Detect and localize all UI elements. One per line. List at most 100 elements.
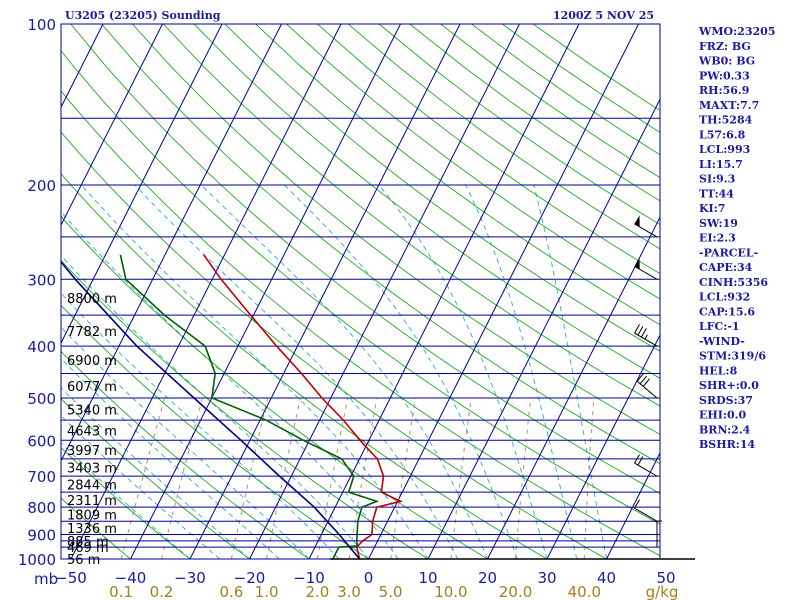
height-label: 2844 m — [67, 478, 117, 493]
wind-barb — [634, 454, 658, 477]
temperature-tick-label: −10 — [293, 569, 325, 587]
height-label: 469 m — [67, 541, 109, 556]
isotherm-line — [189, 24, 461, 559]
wind-barb — [634, 257, 658, 280]
height-label: 6077 m — [67, 380, 117, 395]
pressure-tick-labels: 100 200 300 400 500 600 700 800 900 1000 — [18, 16, 56, 569]
isotherm-line — [487, 216, 660, 559]
mixing-ratio-label: 0.6 — [219, 583, 243, 600]
height-label: 885 m — [67, 535, 109, 550]
mixing-ratio-unit-label: g/kg — [646, 583, 679, 600]
pressure-tick-label: 500 — [27, 390, 56, 408]
mixing-ratio-label: 3.0 — [337, 583, 361, 600]
index-item: CAPE:34 — [699, 261, 753, 274]
temperature-tick-label: −40 — [115, 569, 147, 587]
isotherm-line — [70, 24, 342, 559]
wind-barb-staff — [634, 507, 658, 522]
mixing-ratio-label: 20.0 — [499, 583, 532, 600]
mixing-ratio-label: 10.0 — [434, 583, 467, 600]
temperature-tick-label: 0 — [364, 569, 374, 587]
moist-adiabat-line — [61, 357, 280, 559]
pressure-tick-label: 400 — [27, 338, 56, 356]
pressure-tick-label: 1000 — [18, 551, 56, 569]
mixing-ratio-labels: 0.1 0.2 0.6 1.0 2.0 3.0 5.0 10.0 20.0 40.0 — [109, 583, 601, 600]
wind-barb-flag — [637, 456, 644, 466]
index-item: L57:6.8 — [699, 128, 746, 141]
height-label: 56 m — [67, 553, 100, 568]
temperature-tick-label: −20 — [234, 569, 266, 587]
mixing-ratio-line — [120, 397, 166, 559]
index-item: HEL:8 — [699, 364, 738, 377]
moist-adiabat-line — [378, 184, 548, 559]
height-label: 3403 m — [67, 462, 117, 477]
index-item: CINH:5356 — [699, 276, 768, 289]
height-label: 1809 m — [67, 508, 117, 523]
index-item: SI:9.3 — [699, 173, 735, 186]
index-item: MAXT:7.7 — [699, 99, 759, 112]
wind-barb-flag — [634, 454, 640, 464]
wind-barb-pennant — [634, 215, 640, 227]
index-item: BRN:2.4 — [699, 423, 751, 436]
index-item: TH:5284 — [699, 114, 753, 127]
temperature-tick-label: −30 — [174, 569, 206, 587]
index-item: CAP:15.6 — [699, 305, 755, 318]
chart-title: U3205 (23205) Sounding — [65, 9, 221, 22]
wind-barb-flag — [640, 328, 647, 338]
height-label: 3997 m — [67, 444, 117, 459]
parcel-profile-line — [61, 260, 361, 559]
index-item: KI:7 — [699, 202, 725, 215]
isotherm-line — [427, 98, 660, 559]
isotherms — [61, 24, 660, 559]
index-item: SHR+:0.0 — [699, 379, 759, 392]
mixing-ratio-line — [316, 397, 349, 559]
index-item: BSHR:14 — [699, 438, 755, 451]
index-item: -WIND- — [699, 335, 745, 348]
mixing-ratio-label: 40.0 — [568, 583, 601, 600]
mixing-ratio-line — [230, 397, 269, 559]
mixing-ratio-label: 0.2 — [150, 583, 174, 600]
wind-barb-flag — [637, 326, 644, 336]
index-item: SRDS:37 — [699, 394, 753, 407]
index-item: WB0: BG — [698, 55, 755, 68]
wind-barb — [634, 215, 658, 238]
isotherm-line — [546, 333, 660, 559]
index-item: RH:56.9 — [699, 84, 749, 97]
pressure-unit-label: mb — [34, 570, 58, 588]
wind-barbs — [634, 215, 662, 548]
temperature-tick-label: 10 — [418, 569, 437, 587]
wind-barb — [634, 499, 658, 522]
temperature-profile-line — [203, 254, 403, 559]
wind-barb-flag — [639, 375, 647, 385]
index-item: EI:2.3 — [699, 232, 736, 245]
temperature-tick-labels: −50 −40 −30 −20 −10 0 10 20 30 40 50 — [55, 569, 675, 587]
index-item: WMO:23205 — [698, 25, 775, 38]
chart-date: 1200Z 5 NOV 25 — [553, 9, 654, 22]
profile-series — [61, 254, 403, 559]
mixing-ratio-label: 2.0 — [305, 583, 329, 600]
index-item: EHI:0.0 — [699, 409, 746, 422]
moist-adiabat-line — [201, 184, 488, 559]
height-label: 8800 m — [67, 292, 117, 307]
temperature-tick-label: 40 — [597, 569, 616, 587]
isotherm-line — [130, 24, 401, 559]
wind-barb-flag — [642, 378, 650, 387]
temperature-tick-label: 50 — [656, 569, 675, 587]
height-label: 4643 m — [67, 424, 117, 439]
plot-background — [61, 24, 660, 559]
wind-barb-staff — [634, 265, 658, 280]
index-item: LCL:932 — [699, 291, 750, 304]
pressure-tick-label: 600 — [27, 432, 56, 450]
mixing-ratio-line — [348, 397, 378, 559]
height-label: 6900 m — [67, 354, 117, 369]
isotherm-line — [368, 24, 639, 559]
pressure-tick-label: 900 — [27, 527, 56, 545]
mixing-ratio-line — [515, 397, 532, 559]
pressure-tick-label: 700 — [27, 468, 56, 486]
isotherm-line — [606, 451, 660, 559]
isotherm-line — [249, 24, 520, 559]
height-label: 1336 m — [67, 522, 117, 537]
wind-barb-flag — [634, 324, 640, 334]
wind-barb-flag — [634, 499, 640, 509]
